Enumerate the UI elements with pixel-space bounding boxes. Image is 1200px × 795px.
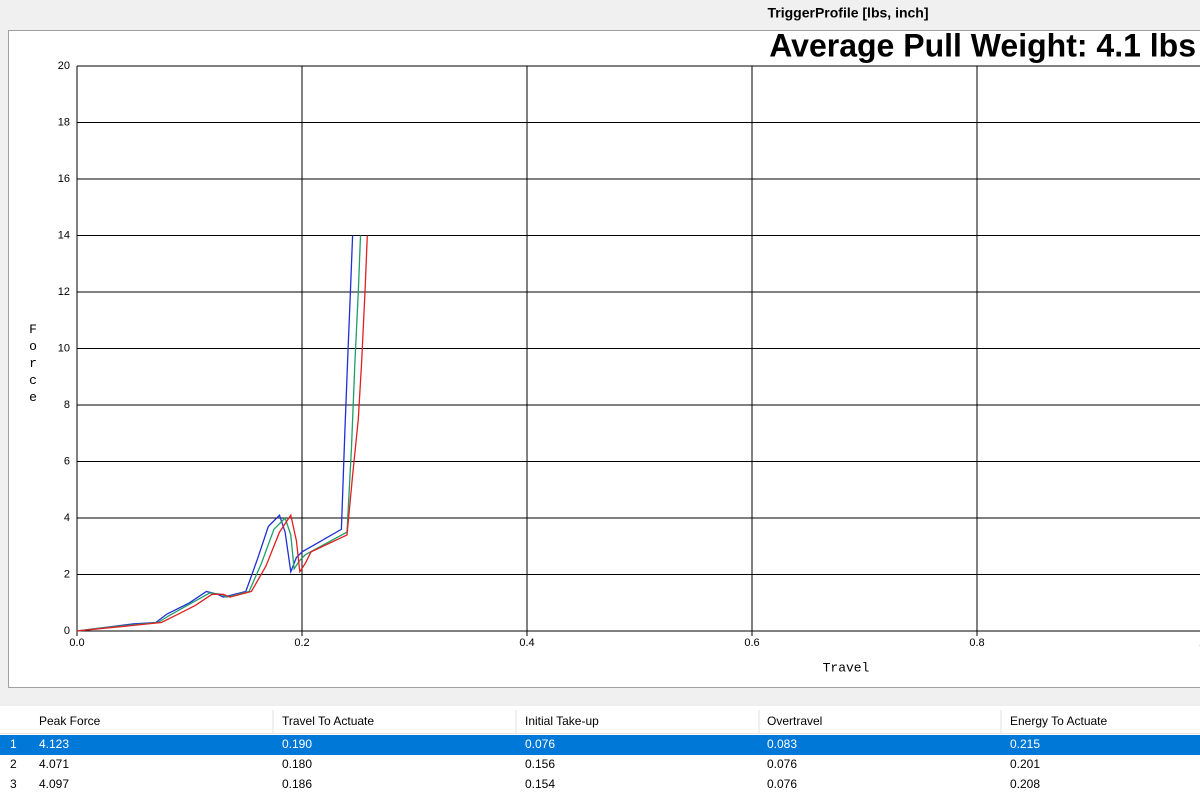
column-header: Peak Force: [39, 714, 101, 728]
selected-row: [0, 735, 1200, 755]
y-tick-label: 16: [58, 173, 70, 185]
column-header: Overtravel: [767, 714, 822, 728]
x-tick-label: 0.4: [519, 637, 534, 649]
x-tick-label: 1: [1199, 637, 1200, 649]
y-tick-label: 4: [64, 512, 70, 524]
cell: 4.071: [39, 757, 69, 771]
column-header: Energy To Actuate: [1010, 714, 1108, 728]
column-header: Initial Take-up: [525, 714, 599, 728]
y-tick-label: 18: [58, 116, 70, 128]
cell: 0.190: [282, 737, 312, 751]
cell: 0.180: [282, 757, 312, 771]
x-tick-label: 0.6: [744, 637, 759, 649]
cell: 4.123: [39, 737, 69, 751]
cell: 0.083: [767, 737, 797, 751]
cell: 0.156: [525, 757, 555, 771]
column-header: Travel To Actuate: [282, 714, 374, 728]
y-tick-label: 6: [64, 455, 70, 467]
series-line: [76, 235, 362, 632]
cell: 0.076: [767, 777, 797, 791]
x-axis-label: Travel: [823, 660, 870, 675]
chart-title: TriggerProfile [lbs, inch]: [767, 5, 928, 21]
chart-panel: [8, 30, 1200, 688]
series-line: [76, 235, 368, 632]
x-tick-label: 0.8: [969, 637, 984, 649]
annotation: Average Pull Weight: 4.1 lbs: [769, 27, 1196, 63]
x-tick-label: 0.2: [294, 637, 309, 649]
y-tick-label: 8: [64, 399, 70, 411]
y-tick-label: 2: [64, 568, 70, 580]
series-line: [76, 235, 354, 632]
cell: 0.201: [1010, 757, 1040, 771]
cell: 0.154: [525, 777, 555, 791]
y-tick-label: 0: [64, 625, 70, 637]
row-index: 2: [10, 757, 17, 771]
row-index: 1: [10, 737, 17, 751]
y-tick-label: 12: [58, 286, 70, 298]
cell: 0.186: [282, 777, 312, 791]
y-tick-label: 20: [58, 60, 70, 72]
row-index: 3: [10, 777, 17, 791]
cell: 0.076: [767, 757, 797, 771]
cell: 0.076: [525, 737, 555, 751]
y-tick-label: 10: [58, 342, 70, 354]
cell: 0.215: [1010, 737, 1040, 751]
y-axis-label: Force: [26, 322, 41, 407]
y-tick-label: 14: [58, 229, 70, 241]
cell: 0.208: [1010, 777, 1040, 791]
cell: 4.097: [39, 777, 69, 791]
x-tick-label: 0.0: [69, 637, 84, 649]
